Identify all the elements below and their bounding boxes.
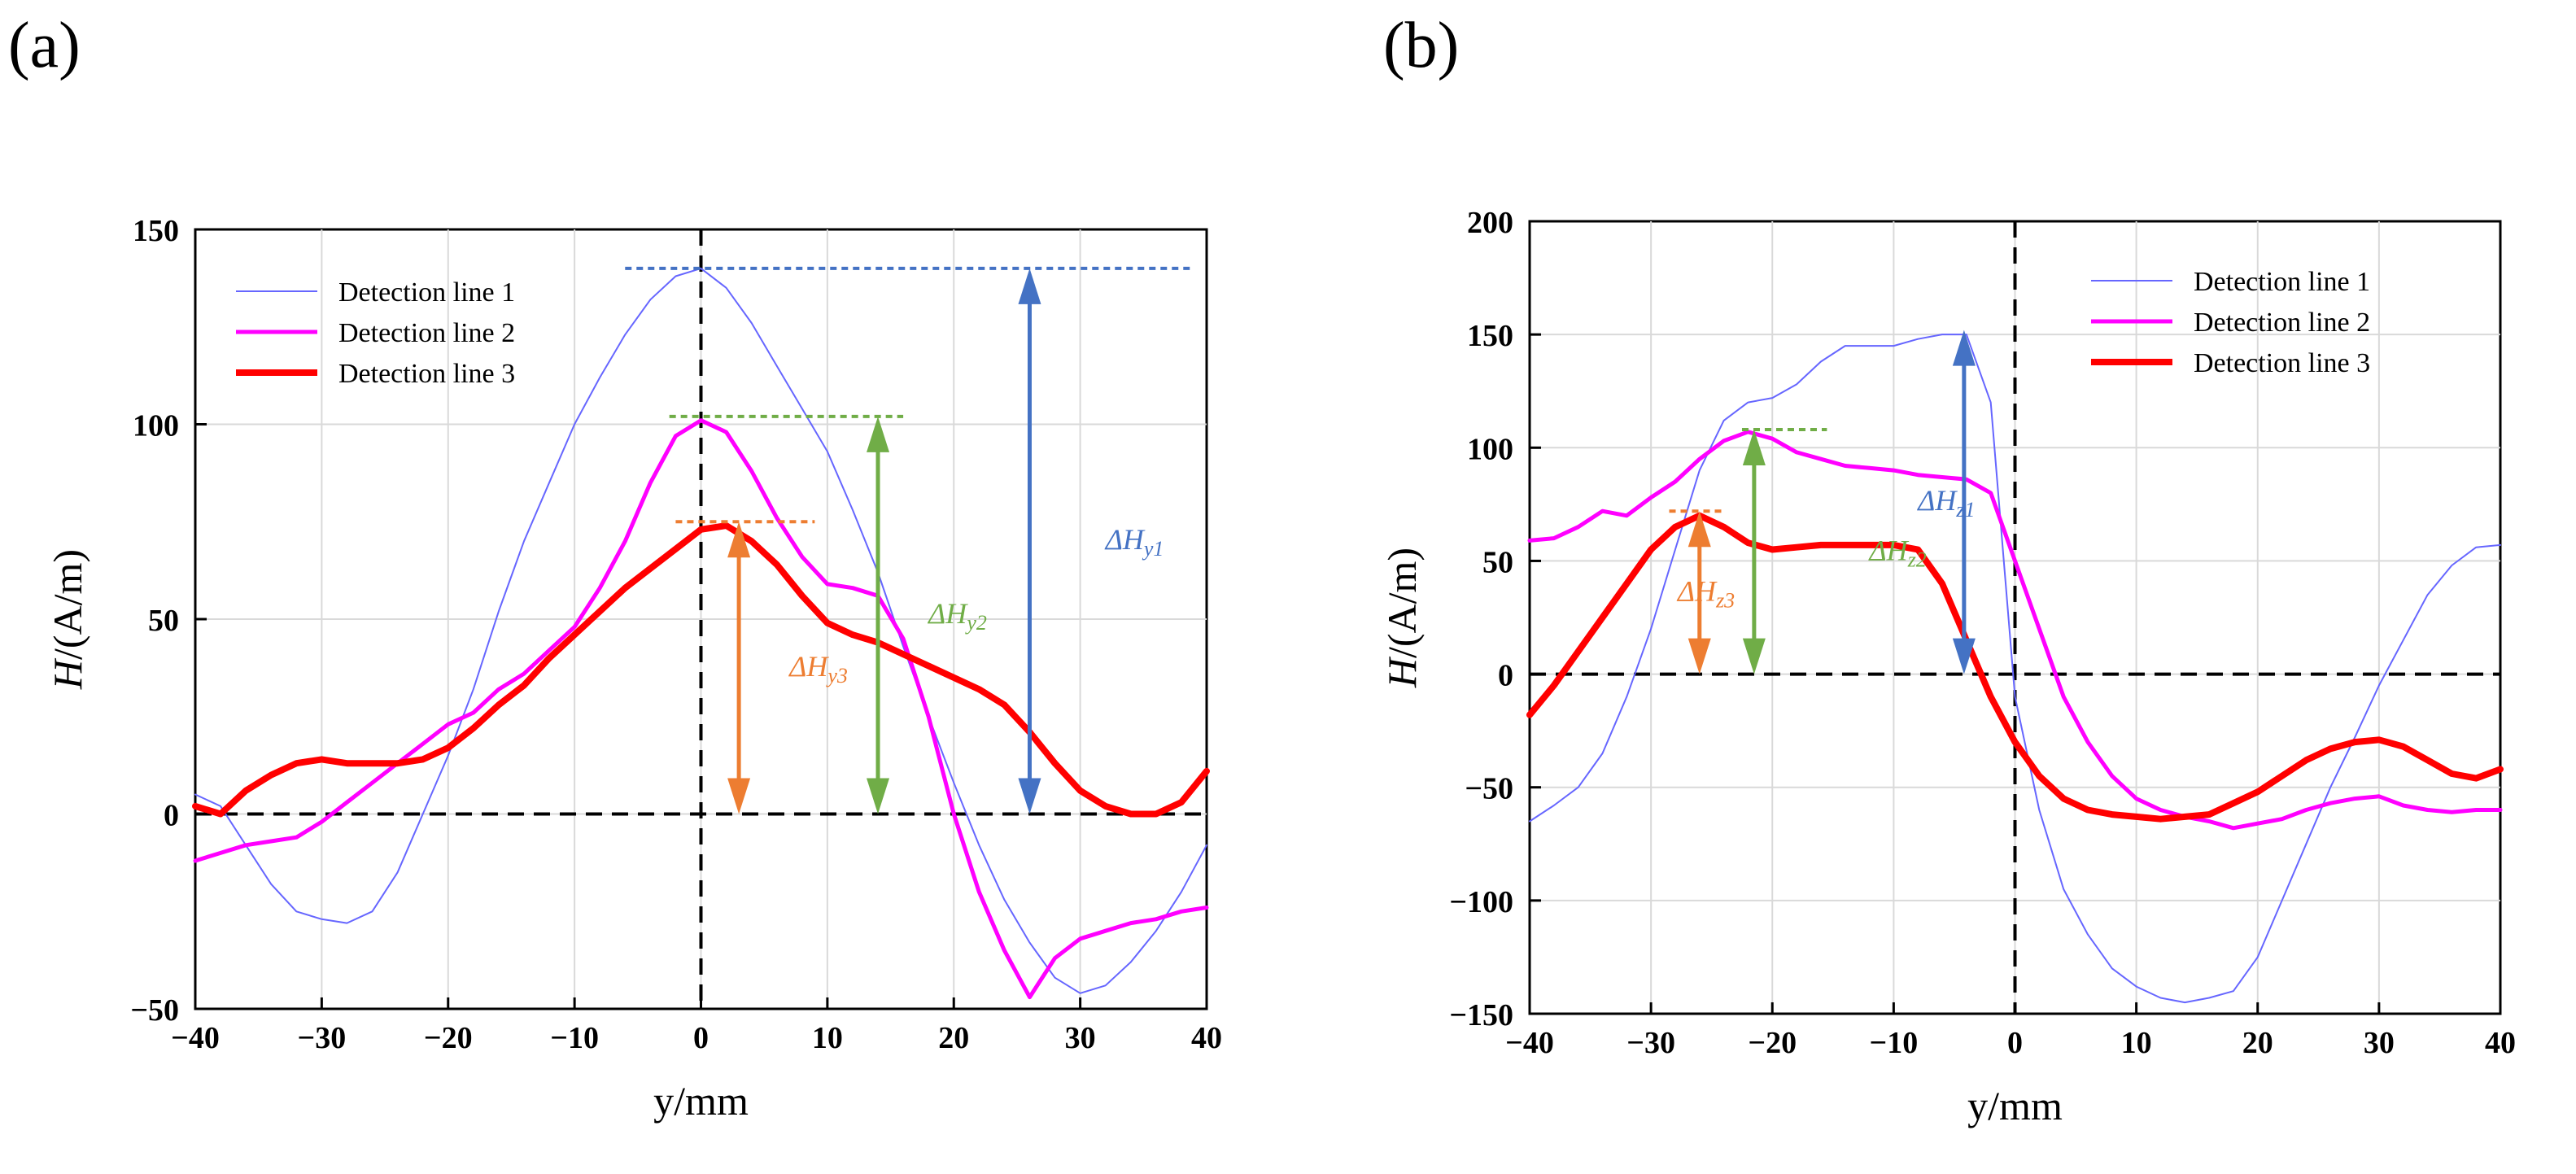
panel-a-series [192, 267, 1210, 1000]
panel-b-letter: (b) [1383, 10, 1459, 81]
panel-a: (a) ΔHy1 ΔHy2 ΔHy3 −40 −30 −20 −10 0 10 20 30 40 −5… [8, 10, 1222, 1124]
panel-a-x-axis-label: y/mm [653, 1078, 749, 1124]
panel-b-x-axis-label: y/mm [1967, 1083, 2063, 1128]
panel-a-letter: (a) [8, 10, 81, 81]
annotation-label-y2: ΔHy2 [927, 597, 987, 635]
x-tick-label: 40 [1191, 1021, 1222, 1055]
legend-label-1: Detection line 1 [2194, 267, 2370, 297]
annotation-arrowhead-up-z3 [1687, 511, 1711, 548]
x-tick-label: 20 [2242, 1026, 2273, 1060]
x-tick-label: −30 [1626, 1026, 1675, 1060]
annotation-arrowhead-down-z1 [1952, 638, 1976, 674]
annotation-label-z1: ΔHz1 [1916, 484, 1975, 522]
panel-b-reference-lines [1530, 221, 2500, 1014]
series-line-3 [1526, 512, 2504, 823]
annotation-arrowhead-down-y1 [1018, 778, 1041, 814]
panel-b-legend: Detection line 1 Detection line 2 Detectio… [2091, 267, 2370, 378]
annotation-arrowhead-up-y2 [867, 416, 890, 452]
legend-label-1: Detection line 1 [338, 277, 515, 308]
series-line-2 [1527, 430, 2503, 831]
x-tick-label: 30 [2364, 1026, 2395, 1060]
panel-a-annotations: ΔHy1 ΔHy2 ΔHy3 [625, 266, 1194, 814]
panel-b-series [1526, 334, 2504, 1004]
panel-a-y-axis-label-symbol: H [45, 657, 90, 690]
annotation-arrowhead-down-y3 [727, 778, 751, 814]
x-tick-label: −20 [424, 1021, 473, 1055]
y-tick-label: 100 [1467, 432, 1513, 466]
series-line-3 [192, 522, 1210, 818]
y-tick-label: 0 [164, 799, 179, 833]
annotation-label-y3: ΔHy3 [788, 650, 848, 687]
annotation-label-z3: ΔHz3 [1676, 574, 1735, 612]
panel-b-annotations: ΔHz1 ΔHz2 ΔHz3 [1669, 330, 1976, 674]
series-line-2 [193, 418, 1209, 1000]
x-tick-label: 0 [693, 1021, 709, 1055]
annotation-label-y1: ΔHy1 [1104, 523, 1164, 561]
x-tick-label: −10 [1870, 1026, 1919, 1060]
x-tick-label: 0 [2007, 1026, 2023, 1060]
legend-label-2: Detection line 2 [2194, 308, 2370, 338]
legend-label-3: Detection line 3 [338, 359, 515, 389]
legend-label-3: Detection line 3 [2194, 348, 2370, 378]
panel-a-y-axis-label-unit: /(A/m) [45, 549, 90, 660]
x-tick-label: 30 [1065, 1021, 1096, 1055]
annotation-arrowhead-down-z2 [1742, 638, 1766, 674]
x-tick-label: −30 [298, 1021, 347, 1055]
panel-a-y-axis-label: H/(A/m) [45, 549, 90, 690]
annotation-arrowhead-down-z3 [1687, 638, 1711, 674]
y-tick-label: 100 [133, 409, 179, 443]
y-tick-label: 150 [133, 214, 179, 248]
annotation-arrowhead-up-z2 [1742, 430, 1766, 466]
annotation-arrowhead-down-y2 [867, 778, 890, 814]
y-tick-label: −50 [1465, 772, 1513, 806]
panel-a-legend: Detection line 1 Detection line 2 Detectio… [236, 277, 515, 389]
y-tick-label: 50 [1482, 545, 1513, 579]
panel-b-y-axis-label: H/(A/m) [1379, 548, 1425, 688]
panel-b-y-axis-label-unit: /(A/m) [1379, 548, 1425, 658]
x-tick-label: 10 [2121, 1026, 2152, 1060]
annotation-arrowhead-up-y1 [1018, 268, 1041, 304]
y-tick-label: 150 [1467, 319, 1513, 353]
y-tick-label: −50 [130, 993, 179, 1028]
x-tick-label: −40 [171, 1021, 220, 1055]
y-tick-label: 0 [1498, 659, 1513, 693]
y-tick-label: 50 [148, 604, 179, 638]
x-tick-label: 40 [2485, 1026, 2516, 1060]
annotation-arrowhead-up-z1 [1952, 330, 1976, 366]
legend-label-2: Detection line 2 [338, 318, 515, 348]
x-tick-label: −40 [1505, 1026, 1554, 1060]
x-tick-label: −20 [1748, 1026, 1797, 1060]
panel-a-ticks: −40 −30 −20 −10 0 10 20 30 40 −50 0 50 100 150 [130, 214, 1222, 1055]
x-tick-label: 20 [938, 1021, 969, 1055]
panel-b-y-axis-label-symbol: H [1379, 656, 1425, 688]
panel-b-ticks: −40 −30 −20 −10 0 10 20 30 40−150−100−5005010015… [1449, 206, 2516, 1060]
series-line-1 [194, 267, 1207, 994]
x-tick-label: 10 [812, 1021, 843, 1055]
annotation-arrowhead-up-y3 [727, 522, 751, 558]
series-line-1 [1529, 334, 2501, 1004]
x-tick-label: −10 [550, 1021, 599, 1055]
y-tick-label: 200 [1467, 206, 1513, 240]
panel-a-reference-lines [195, 229, 1207, 1009]
y-tick-label: −100 [1449, 885, 1513, 919]
annotation-label-z2: ΔHz2 [1868, 534, 1927, 571]
y-tick-label: −150 [1449, 998, 1513, 1032]
